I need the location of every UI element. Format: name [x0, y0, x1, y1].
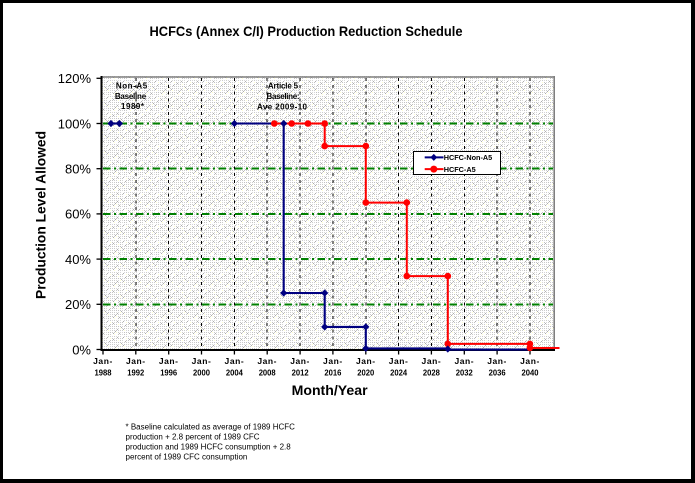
svg-text:2028: 2028	[423, 367, 440, 377]
svg-text:Jan-: Jan-	[389, 356, 409, 366]
svg-text:production + 2.8 percent of 19: production + 2.8 percent of 1989 CFC	[126, 433, 260, 442]
svg-text:Jan-: Jan-	[454, 356, 474, 366]
svg-text:Baseline:: Baseline:	[267, 92, 300, 101]
svg-text:Jan-: Jan-	[422, 356, 442, 366]
svg-text:2024: 2024	[390, 367, 407, 377]
svg-text:2004: 2004	[226, 367, 243, 377]
svg-text:HCFC-A5: HCFC-A5	[444, 165, 476, 174]
svg-text:1988: 1988	[95, 367, 112, 377]
svg-text:Jan-: Jan-	[225, 356, 245, 366]
svg-text:100%: 100%	[58, 116, 92, 131]
svg-text:120%: 120%	[58, 71, 92, 86]
svg-text:Jan-: Jan-	[192, 356, 212, 366]
svg-text:2016: 2016	[324, 367, 341, 377]
svg-text:percent of 1989 CFC consumptio: percent of 1989 CFC consumption	[126, 453, 248, 462]
svg-text:2012: 2012	[292, 367, 309, 377]
svg-text:Jan-: Jan-	[93, 356, 113, 366]
svg-text:80%: 80%	[65, 162, 91, 177]
svg-text:* Baseline calculated as avera: * Baseline calculated as average of 1989…	[126, 423, 296, 432]
svg-text:2000: 2000	[193, 367, 210, 377]
svg-text:Jan-: Jan-	[257, 356, 277, 366]
svg-text:1996: 1996	[160, 367, 177, 377]
svg-text:1992: 1992	[127, 367, 144, 377]
svg-text:production and 1989 HCFC consu: production and 1989 HCFC consumption + 2…	[126, 443, 292, 452]
svg-text:Jan-: Jan-	[159, 356, 179, 366]
svg-text:1989*: 1989*	[121, 102, 145, 111]
svg-text:Production Level Allowed: Production Level Allowed	[33, 131, 49, 299]
svg-text:Non-A5: Non-A5	[116, 82, 148, 91]
svg-text:40%: 40%	[65, 252, 91, 267]
svg-text:Jan-: Jan-	[520, 356, 540, 366]
svg-text:20%: 20%	[65, 297, 91, 312]
svg-text:Jan-: Jan-	[356, 356, 376, 366]
svg-text:Month/Year: Month/Year	[292, 382, 369, 398]
svg-text:2008: 2008	[259, 367, 276, 377]
svg-text:Jan-: Jan-	[290, 356, 310, 366]
svg-text:Jan-: Jan-	[323, 356, 343, 366]
svg-text:0%: 0%	[72, 342, 91, 357]
svg-text:2032: 2032	[456, 367, 473, 377]
svg-text:Jan-: Jan-	[487, 356, 507, 366]
svg-text:2040: 2040	[522, 367, 539, 377]
svg-text:Article 5: Article 5	[268, 82, 299, 91]
svg-text:60%: 60%	[65, 207, 91, 222]
svg-text:2020: 2020	[357, 367, 374, 377]
svg-text:2036: 2036	[489, 367, 506, 377]
svg-text:Baseline: Baseline	[115, 92, 147, 101]
svg-text:HCFCs (Annex C/I) Production R: HCFCs (Annex C/I) Production Reduction S…	[150, 23, 463, 39]
svg-text:Jan-: Jan-	[126, 356, 146, 366]
svg-text:HCFC-Non-A5: HCFC-Non-A5	[444, 153, 493, 162]
svg-text:Ave 2009-10: Ave 2009-10	[257, 102, 308, 111]
